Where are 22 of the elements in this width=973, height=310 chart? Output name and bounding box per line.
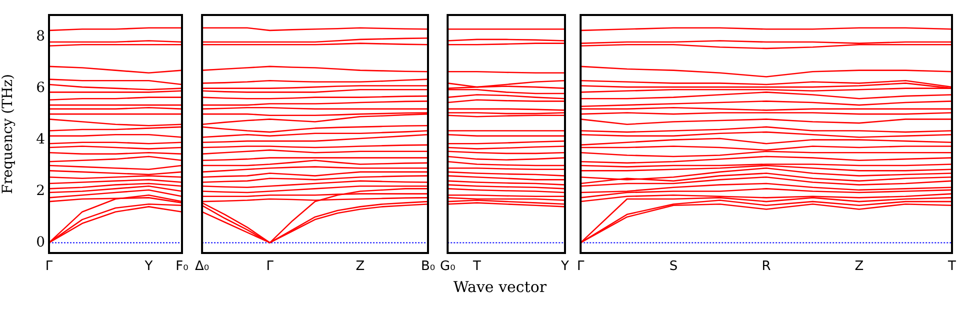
x-tick-label: Δ₀ xyxy=(195,259,210,274)
x-tick-label: Z xyxy=(854,259,864,274)
x-tick-label: G₀ xyxy=(440,259,456,274)
x-tick-label: T xyxy=(947,259,956,274)
x-axis-title: Wave vector xyxy=(452,278,548,296)
x-tick-label: Y xyxy=(560,259,570,274)
y-tick-label: 8 xyxy=(36,28,45,45)
y-tick-label: 0 xyxy=(36,234,45,250)
x-tick-label: F₀ xyxy=(176,259,188,274)
y-axis-title: Frequency (THz) xyxy=(0,74,16,194)
x-tick-label: B₀ xyxy=(420,259,436,274)
x-tick-label: Γ xyxy=(266,259,274,274)
x-tick-label: S xyxy=(669,259,678,274)
y-tick-label: 6 xyxy=(36,80,46,96)
x-tick-label: Γ xyxy=(45,259,54,274)
x-tick-label: T xyxy=(472,259,482,274)
x-tick-label: Y xyxy=(144,259,153,274)
x-tick-label: R xyxy=(762,259,771,274)
y-tick-label: 2 xyxy=(36,182,45,199)
x-tick-label: Z xyxy=(356,259,365,274)
x-tick-label: Γ xyxy=(576,259,585,274)
y-tick-label: 4 xyxy=(36,131,46,148)
